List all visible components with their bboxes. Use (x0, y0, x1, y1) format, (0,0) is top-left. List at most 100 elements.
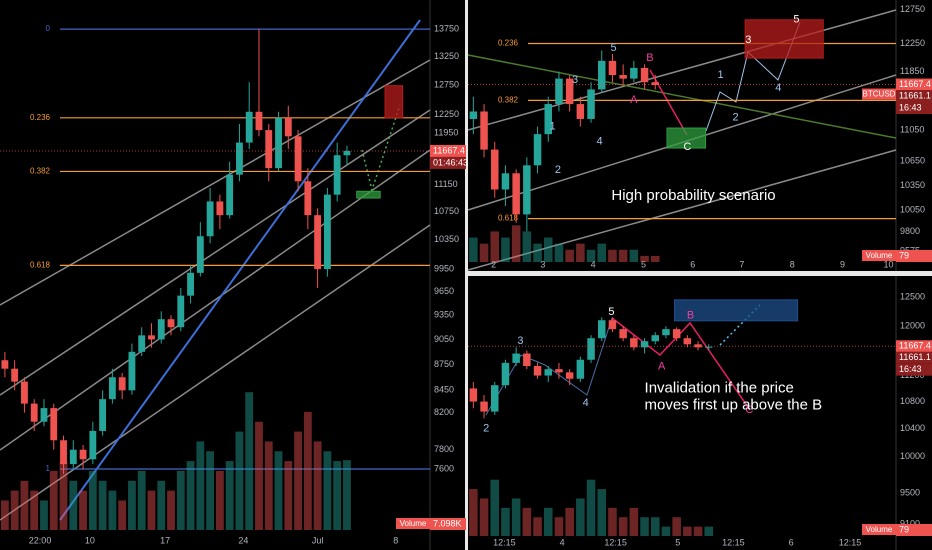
candle-body (480, 401, 488, 412)
volume-bar (650, 255, 660, 262)
candle-body (533, 366, 542, 376)
volume-bar (522, 231, 532, 262)
y-tick-label: 12000 (900, 321, 925, 331)
wave-label: C (745, 404, 753, 416)
volume-title-bg (862, 250, 896, 261)
y-tick-label: 9050 (434, 334, 454, 344)
y-tick-label: 9800 (900, 226, 920, 236)
volume-bar (479, 243, 489, 262)
candle-body (523, 165, 531, 215)
candle-body (469, 111, 478, 119)
candle-body (69, 449, 77, 465)
candle-body (167, 319, 175, 328)
candle-body (576, 104, 585, 119)
x-tick-label: 12:15 (839, 537, 862, 547)
volume-bar (501, 237, 510, 262)
y-tick-label: 11150 (434, 179, 458, 189)
volume-bar (128, 480, 136, 530)
candle-body (138, 335, 146, 352)
volume-bar (118, 500, 127, 530)
projection (611, 317, 751, 411)
candle-body (60, 440, 67, 465)
volume-bar (640, 517, 649, 536)
y-tick-label: 12750 (434, 79, 459, 89)
x-tick-label: 22:00 (29, 535, 52, 545)
candle-body (245, 111, 253, 143)
channel-line (0, 59, 431, 306)
volume-bar (554, 243, 564, 262)
candle-body (265, 130, 273, 169)
candle-body (1, 360, 9, 369)
candle-body (705, 346, 713, 348)
volume-bar (108, 490, 117, 530)
candle-body (533, 134, 542, 166)
channel-line (0, 109, 431, 396)
annotation: moves first up above the B (645, 397, 823, 414)
candle-body (157, 319, 165, 340)
y-tick-label: 9650 (434, 286, 454, 296)
y-tick-label: 12750 (900, 4, 925, 14)
x-tick-label: 12:15 (604, 537, 627, 547)
candle-body (630, 67, 638, 79)
last-price-tag-bg (896, 78, 932, 91)
y-tick-label: 9500 (900, 488, 920, 498)
volume-bar (196, 441, 205, 530)
fib-label: 0.618 (30, 260, 51, 269)
candle-body (491, 385, 499, 412)
volume-bar (235, 431, 244, 530)
y-tick-label: 13750 (434, 23, 459, 33)
volume-bar (469, 237, 478, 262)
y-tick-label: 10350 (900, 180, 925, 190)
volume-bar (565, 249, 574, 262)
target-zone (356, 190, 381, 199)
y-tick-label: 11950 (434, 128, 458, 138)
timer-tag: 16:43 (899, 102, 922, 112)
fib-label: 0.382 (498, 95, 519, 104)
volume-bar (586, 249, 596, 262)
candle-body (148, 335, 155, 340)
volume-bar (245, 392, 254, 530)
candle-body (544, 369, 552, 376)
volume-bar (543, 237, 553, 262)
second-price-tag-bg (896, 90, 932, 103)
x-tick-label: 4 (591, 259, 596, 269)
y-tick-label: 12250 (434, 109, 459, 119)
volume-title: Volume (866, 251, 893, 260)
timer-tag: 16:43 (899, 364, 922, 374)
volume-bar (40, 500, 48, 530)
wave-label: 1 (549, 120, 555, 132)
y-tick-label: 10400 (900, 423, 925, 433)
volume-bar (586, 479, 596, 536)
volume-bar (618, 249, 628, 262)
volume-bar (206, 451, 215, 530)
candle-body (555, 369, 563, 373)
y-tick-label: 10750 (434, 206, 459, 216)
candle-body (255, 111, 263, 131)
candle-body (206, 201, 214, 237)
wave-label: 3 (517, 335, 523, 347)
last-price-tag: 11667.4 (899, 79, 931, 89)
volume-bar (10, 490, 19, 530)
projection (705, 21, 801, 132)
volume-title: Volume (866, 525, 893, 534)
volume-bar (640, 255, 649, 262)
x-tick-label: 3 (540, 259, 545, 269)
volume-bar (672, 517, 681, 536)
volume-bar (576, 498, 585, 536)
volume-bar (59, 461, 68, 530)
volume-bar (313, 441, 322, 530)
wave-label: 4 (583, 397, 589, 409)
wave-label: B (687, 309, 694, 321)
volume-bar (533, 243, 542, 262)
volume-bar (343, 460, 351, 530)
candle-body (491, 149, 499, 190)
y-tick-label: 10000 (900, 451, 925, 461)
candle-body (275, 117, 282, 169)
candle-body (565, 78, 574, 105)
projection (361, 104, 401, 193)
trend-line (467, 54, 897, 139)
wave-label: 2 (483, 422, 489, 434)
x-tick-label: 10 (85, 535, 95, 545)
